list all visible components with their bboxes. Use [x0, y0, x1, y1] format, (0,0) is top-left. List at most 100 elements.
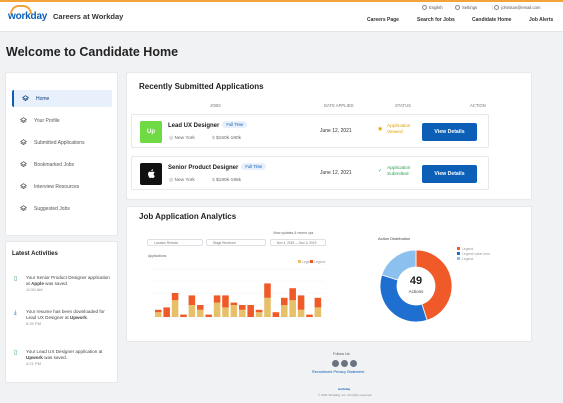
sidebar-item-bookmarked-jobs[interactable]: Bookmarked Jobs — [12, 156, 112, 173]
job-title[interactable]: Lead UX Designer Full Time — [168, 121, 248, 129]
bar-segment — [281, 305, 288, 317]
download-icon: ⤓ — [14, 310, 17, 316]
activity-item: ▯ Your Lead UX Designer application at Up… — [14, 349, 114, 368]
bar-legend-label: Legend — [314, 260, 326, 264]
application-row: Senior Product Designer Full Time ◎ New Yo… — [131, 156, 489, 190]
application-status: ◉ Application Viewed — [378, 124, 410, 136]
bar-segment — [197, 305, 204, 310]
bar-segment — [155, 312, 162, 317]
bar-segment — [306, 314, 313, 317]
activity-time: 4:21 PM — [26, 361, 41, 367]
location-filter[interactable]: Location Remote — [147, 239, 203, 246]
layers-icon — [22, 95, 29, 102]
layers-icon — [20, 205, 27, 212]
account-menu[interactable]: | johnstan@email.com — [492, 5, 540, 11]
sidebar-item-home[interactable]: Home — [12, 90, 112, 107]
job-title-text: Lead UX Designer — [168, 123, 220, 129]
bar-segment — [213, 295, 221, 303]
user-icon — [494, 5, 500, 11]
bar-segment — [239, 305, 246, 310]
bar-segment — [230, 305, 238, 317]
nav-job-alerts[interactable]: Job Alerts — [529, 17, 554, 23]
gear-icon — [455, 5, 460, 11]
header-status: STATUS — [395, 103, 411, 108]
nav-careers-page[interactable]: Careers Page — [367, 17, 399, 23]
bar-segment — [314, 297, 322, 308]
bar-segment — [188, 295, 196, 305]
application-status: ✓ Application Submitted — [378, 166, 410, 178]
bar-segment — [205, 314, 212, 317]
activity-time: 6:29 PM — [26, 321, 41, 327]
site-title[interactable]: Careers at Workday — [53, 12, 124, 21]
view-details-button[interactable]: View Details — [422, 165, 477, 183]
bar-segment — [222, 295, 229, 308]
sidebar-item-suggested-jobs[interactable]: Suggested Jobs — [12, 200, 112, 217]
eye-icon: ◉ — [378, 127, 383, 132]
bar-segment — [264, 297, 271, 317]
location-text: New York — [174, 136, 195, 141]
activity-text-end: . — [86, 315, 89, 321]
bar-segment — [188, 305, 196, 317]
check-icon: ✓ — [378, 169, 383, 174]
date-range-filter[interactable]: Nov 4, 2019 — Nov 4, 2019 — [270, 239, 326, 246]
donut-caption: Actions — [408, 289, 424, 294]
header-action: ACTION — [470, 103, 486, 108]
view-details-button[interactable]: View Details — [422, 123, 477, 141]
date-applied: June 12, 2021 — [320, 170, 352, 176]
bar-segment — [239, 309, 246, 317]
donut-total: 49 — [409, 275, 423, 287]
activity-text-end: was saved. — [42, 355, 68, 361]
language-selector[interactable]: English — [422, 5, 443, 11]
facebook-icon[interactable] — [350, 360, 357, 367]
job-title[interactable]: Senior Product Designer Full Time — [168, 163, 267, 171]
page-title: Welcome to Candidate Home — [6, 45, 179, 59]
follow-us-label: Follow Us — [333, 352, 350, 356]
sidebar-item-label: Home — [36, 95, 50, 102]
nav-search-jobs[interactable]: Search for Jobs — [417, 17, 455, 23]
stage-filter[interactable]: Stage Received — [206, 239, 266, 246]
applications-bar-chart — [153, 268, 325, 318]
divider: | — [492, 5, 495, 10]
donut-chart-title: Action Distribution — [378, 236, 411, 241]
bar-segment — [180, 314, 187, 317]
bar-chart-title: Applications — [148, 254, 167, 258]
bookmark-icon: ▯ — [14, 276, 18, 282]
nav-candidate-home[interactable]: Candidate Home — [472, 17, 512, 23]
bar-segment — [155, 309, 162, 313]
sidebar-item-interview-resources[interactable]: Interview Resources — [12, 178, 112, 195]
twitter-icon[interactable] — [341, 360, 348, 367]
analytics-panel — [126, 206, 532, 342]
bar-segment — [247, 305, 254, 317]
job-salary: $ $150k-180k — [212, 136, 241, 141]
linkedin-icon[interactable] — [332, 360, 339, 367]
activity-text: Your Lead UX Designer application at — [26, 349, 103, 354]
sidebar-item-label: Submitted Applications — [34, 139, 85, 146]
activity-company: Upwork — [26, 355, 43, 361]
status-line-2: Submitted — [387, 172, 409, 177]
application-row: Up Lead UX Designer Full Time ◎ New York $ $… — [131, 114, 489, 148]
header-date-applied: DATE APPLIED — [324, 103, 354, 108]
legend-swatch — [457, 257, 460, 260]
apple-logo — [140, 163, 162, 185]
latest-activities-panel — [5, 241, 118, 383]
sidebar-item-label: Suggested Jobs — [34, 205, 70, 212]
job-salary: $ $180k-195k — [212, 178, 241, 183]
dollar-icon: $ — [212, 136, 217, 141]
job-type-badge: Full Time — [241, 163, 267, 170]
sidebar-item-submitted-applications[interactable]: Submitted Applications — [12, 134, 112, 151]
location-pin-icon: ◎ — [169, 178, 175, 183]
date-applied: June 12, 2021 — [320, 128, 352, 134]
job-location: ◎ New York — [169, 136, 195, 141]
bar-segment — [272, 312, 280, 317]
workday-logo[interactable]: workday — [8, 11, 48, 22]
settings-link[interactable]: Settings — [455, 5, 477, 11]
upwork-logo: Up — [140, 121, 162, 143]
header-jobs: JOBS — [210, 103, 221, 108]
analytics-title: Job Application Analytics — [139, 212, 237, 221]
bar-chart-legend-2: Legend — [310, 260, 325, 264]
bar-segment — [213, 302, 221, 317]
donut-legend-item: Legend value here — [457, 252, 490, 256]
privacy-statement-link[interactable]: Recruitment Privacy Statement — [312, 370, 365, 374]
sidebar-item-your-profile[interactable]: Your Profile — [12, 112, 112, 129]
bar-chart-legend-1: Legend — [298, 260, 313, 264]
